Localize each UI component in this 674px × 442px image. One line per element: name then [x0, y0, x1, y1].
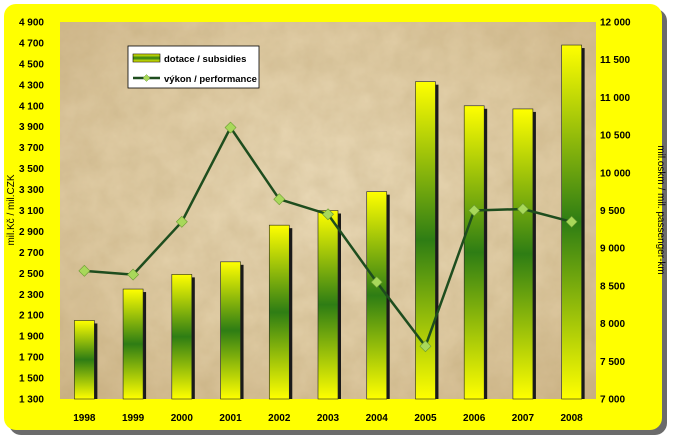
right-axis-title: mil.oskm / mil. passenger-km	[655, 145, 666, 274]
line-marker	[370, 276, 383, 289]
x-tick-label: 2001	[219, 413, 242, 424]
bar	[415, 81, 436, 400]
left-tick-label: 3 100	[19, 206, 44, 217]
left-tick-label: 4 700	[19, 38, 44, 49]
left-tick-label: 4 500	[19, 59, 44, 70]
line-marker	[468, 204, 481, 217]
bar-series	[74, 44, 585, 400]
right-tick-label: 8 000	[600, 319, 625, 330]
right-tick-label: 10 000	[600, 168, 631, 179]
left-axis-title: mil.Kč / mil.CZK	[6, 174, 17, 245]
left-tick-label: 2 700	[19, 248, 44, 259]
line-marker	[322, 208, 334, 221]
line-marker	[565, 215, 578, 228]
bar	[512, 108, 534, 400]
bar	[171, 274, 193, 400]
right-tick-label: 8 500	[600, 281, 625, 292]
left-tick-label: 1 300	[19, 395, 44, 406]
x-tick-label: 2003	[317, 413, 340, 424]
x-tick-label: 2002	[268, 413, 291, 424]
left-axis-ticks: 1 300 1 500 1 700 1 900 2 100 2 300 2 500 2 700…	[19, 18, 44, 406]
line-marker	[419, 340, 432, 353]
left-tick-label: 3 500	[19, 164, 44, 175]
x-tick-label: 1999	[122, 413, 145, 424]
line-marker	[516, 203, 529, 215]
left-tick-label: 4 900	[19, 18, 44, 29]
x-tick-label: 1998	[73, 413, 96, 424]
left-tick-label: 1 900	[19, 332, 44, 343]
legend-label-subsidies: dotace / subsidies	[164, 54, 246, 65]
right-tick-label: 9 000	[600, 244, 625, 255]
x-tick-label: 2008	[561, 413, 584, 424]
x-tick-label: 2005	[414, 413, 437, 424]
right-axis-ticks: 7 000 7 500 8 000 8 500 9 000 9 500 10 000 10 5…	[600, 18, 631, 406]
bar	[463, 105, 485, 400]
line-marker	[78, 264, 91, 277]
right-tick-label: 11 000	[600, 93, 630, 104]
right-tick-label: 11 500	[600, 55, 630, 66]
legend: dotace / subsidies výkon / performance	[127, 45, 260, 89]
left-tick-label: 4 100	[19, 101, 44, 112]
left-tick-label: 4 300	[19, 80, 44, 91]
x-tick-label: 2004	[366, 413, 389, 424]
right-tick-label: 7 000	[600, 395, 625, 406]
left-tick-label: 2 300	[19, 290, 44, 301]
left-tick-label: 3 300	[19, 185, 44, 196]
line-marker	[224, 121, 237, 134]
bar	[366, 191, 388, 400]
right-tick-label: 10 500	[600, 131, 631, 142]
bar	[220, 261, 241, 400]
left-tick-label: 1 700	[19, 353, 44, 364]
bar	[74, 320, 95, 400]
left-tick-label: 1 500	[19, 374, 44, 385]
right-tick-label: 12 000	[600, 18, 631, 29]
left-tick-label: 3 900	[19, 122, 44, 133]
bar	[317, 210, 339, 400]
right-tick-label: 7 500	[600, 357, 625, 368]
left-tick-label: 2 100	[19, 311, 44, 322]
legend-swatch-marker	[142, 74, 151, 82]
x-tick-label: 2000	[171, 413, 194, 424]
left-tick-label: 2 900	[19, 227, 44, 238]
x-tick-label: 2006	[463, 413, 486, 424]
legend-swatch-bar	[132, 53, 161, 63]
left-tick-label: 3 700	[19, 143, 44, 154]
x-axis-ticks: 1998 1999 2000 2001 2002 2003 2004 2005 2006 2007…	[73, 413, 583, 424]
legend-label-performance: výkon / performance	[164, 74, 257, 85]
legend-box	[127, 45, 260, 89]
line-series	[78, 121, 578, 353]
x-tick-label: 2007	[512, 413, 535, 424]
left-tick-label: 2 500	[19, 269, 44, 280]
line-marker	[127, 268, 140, 281]
line-marker	[273, 193, 286, 206]
bar	[122, 288, 144, 400]
right-tick-label: 9 500	[600, 206, 625, 217]
line-marker	[175, 215, 188, 228]
bar	[268, 224, 290, 400]
